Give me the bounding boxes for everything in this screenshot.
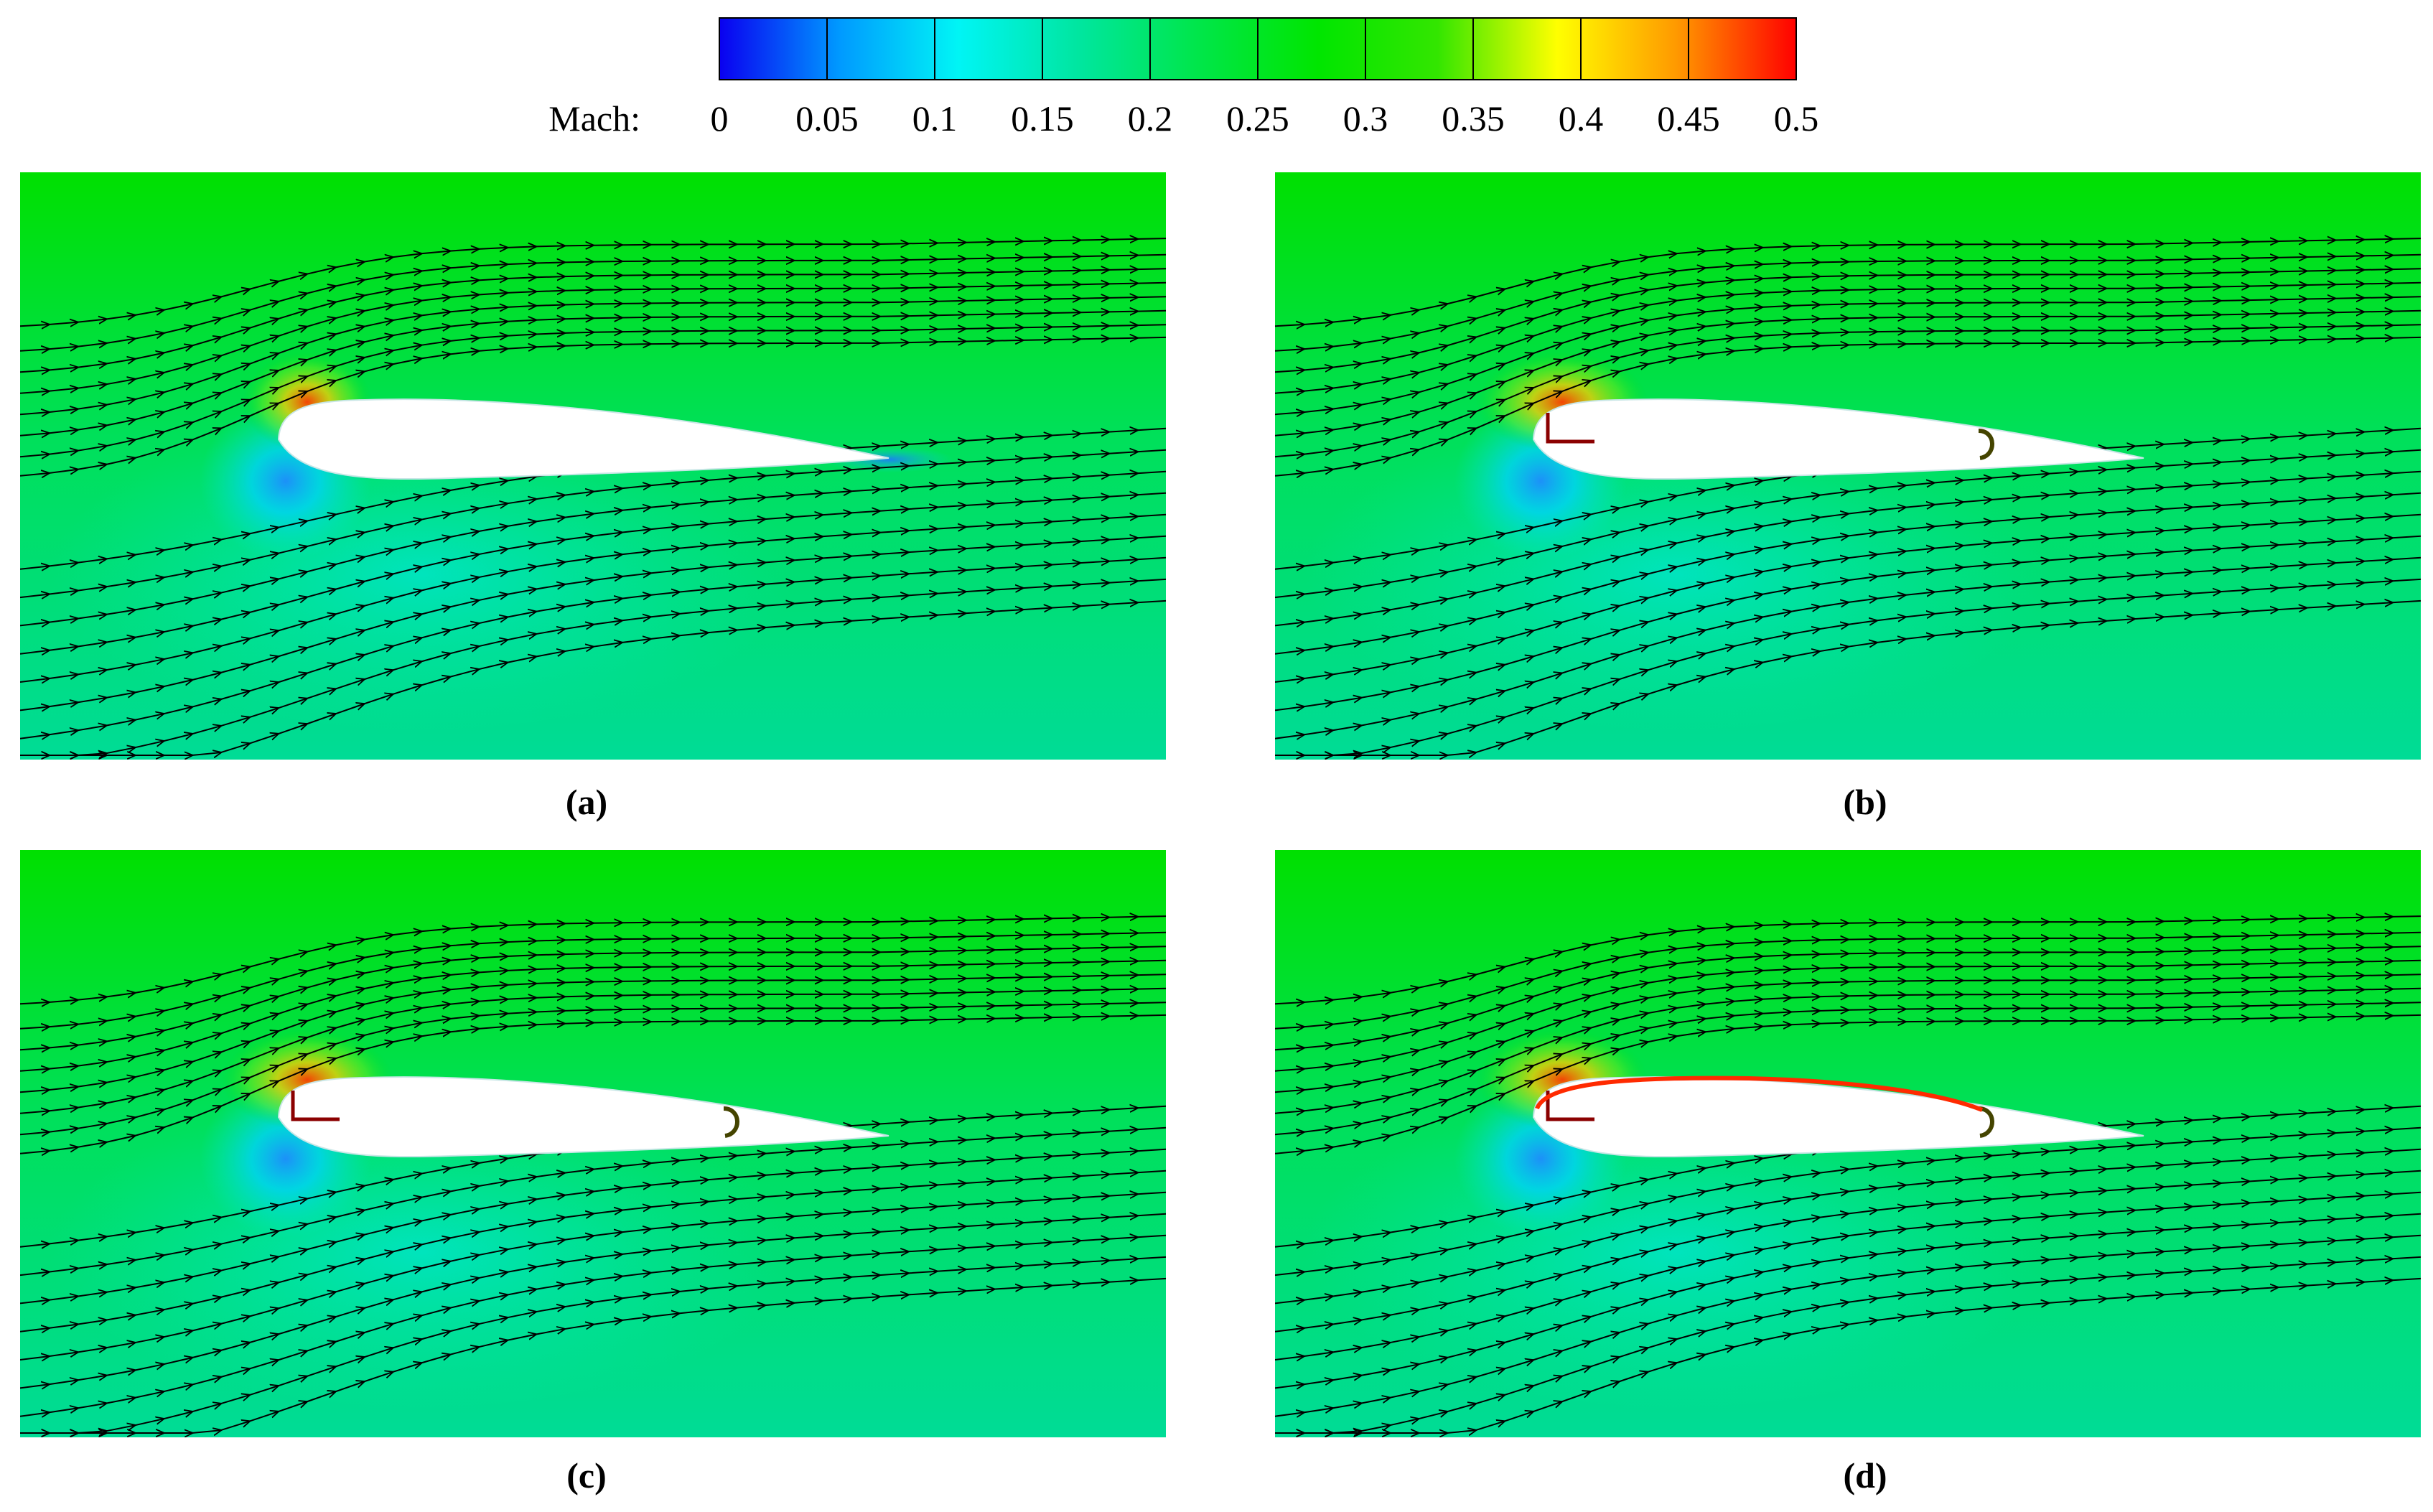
flow-panel (1275, 172, 2421, 760)
panel-label-c: (c) (566, 1455, 607, 1495)
panel-label-a: (a) (565, 782, 608, 822)
airfoil-body (277, 1076, 889, 1158)
colorbar-tick-label: 0.4 (1559, 98, 1604, 139)
flow-panel (20, 850, 1166, 1437)
airfoil-body (1532, 1076, 2144, 1158)
colorbar-tick-label: 0.15 (1011, 98, 1074, 139)
mach-colorbar: Mach: 0 0.05 0.1 0.15 0.2 0.25 0.3 0.35 0.4 0.45 0… (548, 17, 1819, 139)
colorbar-ticks: 0 0.05 0.1 0.15 0.2 0.25 0.3 0.35 0.4 0.45 0.5 (711, 98, 1819, 139)
flow-panel (20, 172, 1166, 760)
panel-label-b: (b) (1843, 782, 1887, 822)
aft-slot (723, 1106, 739, 1138)
streamline (1275, 601, 2421, 755)
colorbar-tick-label: 0.45 (1657, 98, 1720, 139)
colorbar-title: Mach: (548, 98, 640, 139)
colorbar-tick-label: 0.5 (1774, 98, 1819, 139)
streamline (20, 601, 1166, 755)
colorbar-tick-label: 0 (711, 98, 729, 139)
flow-panel (1275, 850, 2421, 1437)
streamline (1275, 1279, 2421, 1433)
airfoil-body (277, 398, 889, 480)
leading-edge-slot (291, 1091, 340, 1121)
aft-slot (1978, 429, 1994, 460)
streamline (20, 1279, 1166, 1433)
coflow-jet-layer (1535, 1075, 1984, 1112)
colorbar-tick-label: 0.3 (1343, 98, 1388, 139)
leading-edge-slot (1546, 413, 1594, 444)
leading-edge-slot (1546, 1091, 1594, 1121)
colorbar-tick-label: 0.1 (912, 98, 958, 139)
colorbar-tick-label: 0.35 (1442, 98, 1505, 139)
colorbar-tick-label: 0.2 (1128, 98, 1173, 139)
panels (20, 172, 2421, 1437)
colorbar-tick-label: 0.05 (795, 98, 859, 139)
colorbar-tick-label: 0.25 (1226, 98, 1289, 139)
colorbar-dividers (826, 18, 1689, 80)
aft-slot (1978, 1106, 1994, 1138)
panel-label-d: (d) (1843, 1455, 1887, 1495)
airfoil-body (1532, 398, 2144, 480)
